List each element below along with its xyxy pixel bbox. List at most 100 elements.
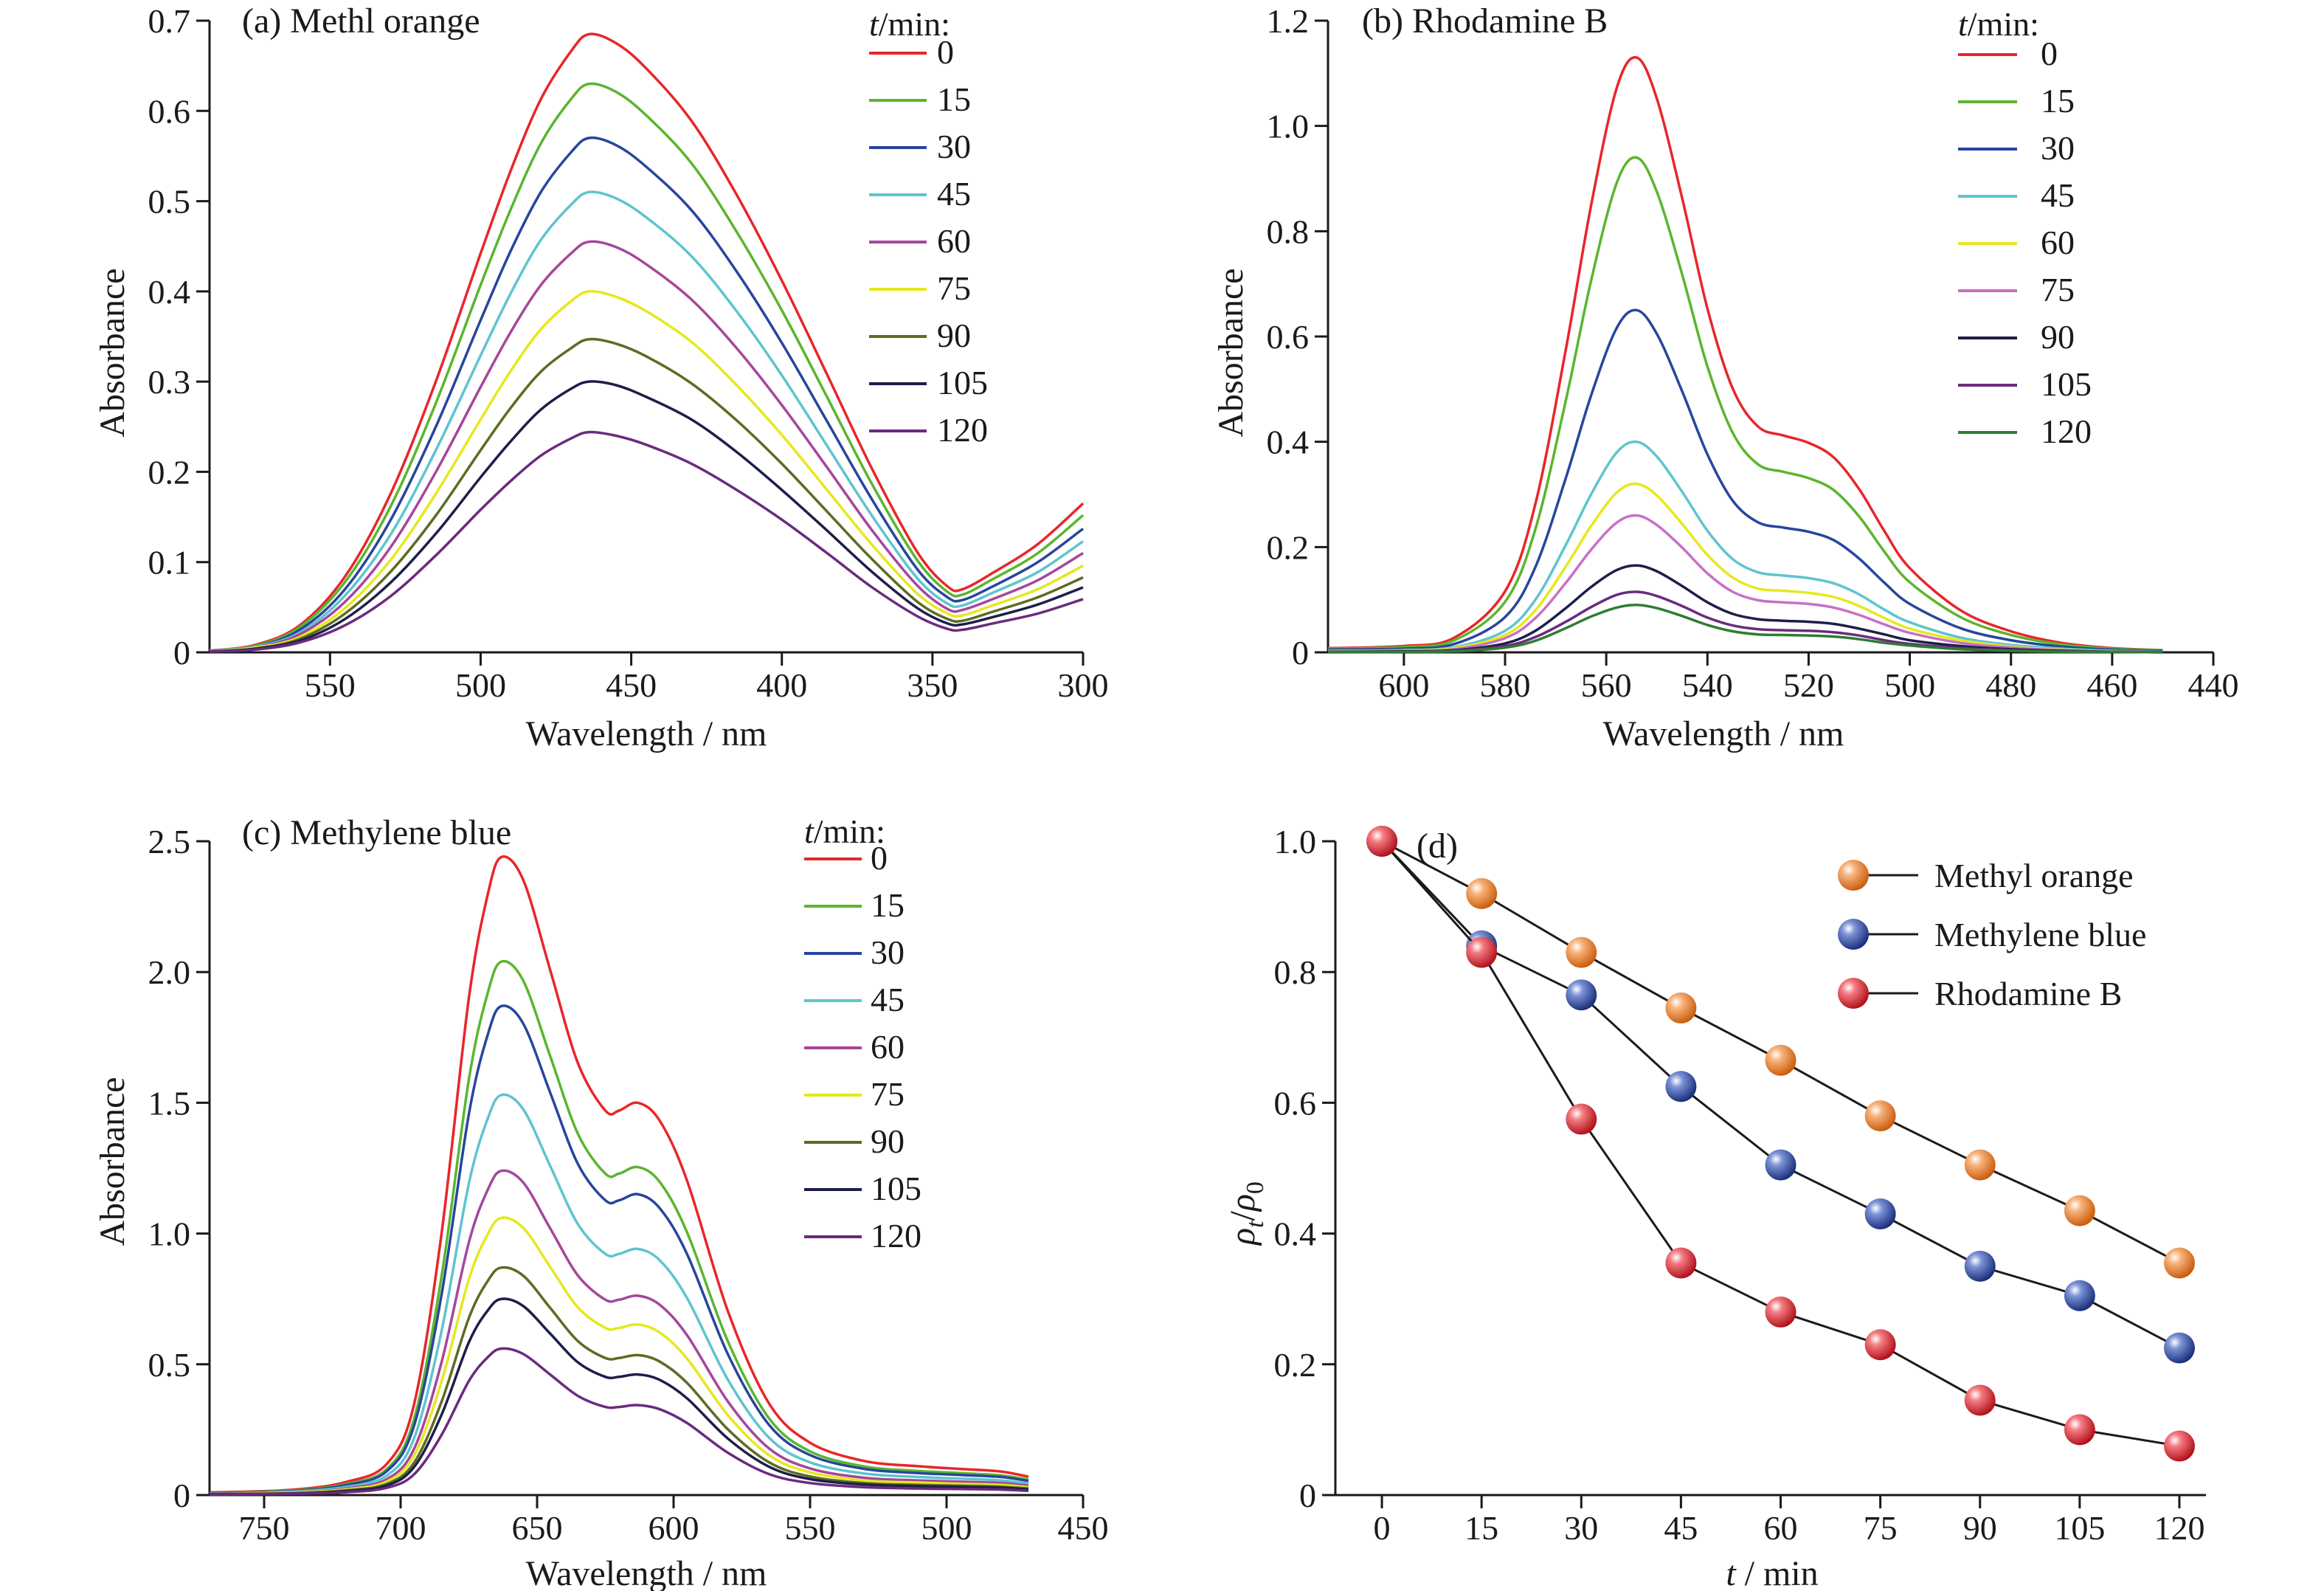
x-tick-label: 750 xyxy=(239,1509,290,1547)
data-point xyxy=(1864,1329,1896,1361)
y-tick-label: 2.0 xyxy=(148,953,191,991)
legend-label: 75 xyxy=(2041,271,2075,308)
y-tick-label: 0.5 xyxy=(148,183,191,221)
y-tick-label: 0.8 xyxy=(1267,213,1310,250)
legend-label: 120 xyxy=(2041,413,2092,450)
legend-label: Rhodamine B xyxy=(1934,975,2122,1012)
legend-title: t/min: xyxy=(1958,5,2039,43)
data-point xyxy=(1665,1071,1697,1102)
series-line-60 xyxy=(209,1169,1029,1495)
y-tick-label: 0 xyxy=(173,634,190,672)
x-tick-label: 480 xyxy=(1985,666,2036,704)
chart-panel-d-degradation: (d) t / min ρt/ρ0 0 15 30 45 60 75 90 105 12000.… xyxy=(1223,823,2206,1591)
y-axis-rho: ρ xyxy=(1223,1228,1262,1246)
legend-label: 90 xyxy=(871,1122,905,1160)
data-point xyxy=(1366,826,1398,857)
x-tick-label: 460 xyxy=(2086,666,2137,704)
x-tick-label: 550 xyxy=(305,666,356,704)
series-line-120 xyxy=(209,1347,1029,1497)
spectra-curves xyxy=(209,855,1029,1497)
series-line-75 xyxy=(1327,514,2163,654)
y-tick-label: 1.5 xyxy=(148,1084,191,1122)
spectra-curves xyxy=(209,32,1085,653)
x-tick-label: 500 xyxy=(455,666,506,704)
x-tick-label: 520 xyxy=(1783,666,1834,704)
x-tick-label: 120 xyxy=(2154,1509,2204,1547)
legend-label: 15 xyxy=(2041,82,2075,120)
x-tick-label: 75 xyxy=(1864,1509,1898,1547)
x-axis-title: Wavelength / nm xyxy=(1603,714,1844,753)
y-axis-title: Absorbance xyxy=(93,268,132,437)
legend-title-var: t xyxy=(804,812,815,850)
panel-title: (d) xyxy=(1417,826,1458,866)
x-axis-title: Wavelength / nm xyxy=(526,1554,767,1591)
series-line-90 xyxy=(209,337,1084,653)
x-tick-label: 15 xyxy=(1464,1509,1498,1547)
legend-label: 30 xyxy=(871,933,905,971)
data-point xyxy=(2064,1414,2095,1446)
x-tick-label: 560 xyxy=(1581,666,1632,704)
y-tick-label: 0.2 xyxy=(148,453,191,491)
y-tick-label: 1.0 xyxy=(1267,108,1310,145)
series-line-45 xyxy=(209,190,1084,652)
data-point xyxy=(1566,979,1597,1011)
y-tick-label: 0.5 xyxy=(148,1346,191,1384)
y-axis-title: Absorbance xyxy=(1211,268,1251,437)
panel-title: (b) Rhodamine B xyxy=(1362,1,1608,41)
y-tick-label: 2.5 xyxy=(148,823,191,860)
legend-label: 60 xyxy=(871,1028,905,1066)
legend-label: 60 xyxy=(2041,224,2075,261)
series-line-60 xyxy=(1327,482,2163,654)
legend-label: 30 xyxy=(937,128,971,165)
x-tick-label: 580 xyxy=(1480,666,1531,704)
chart-panel-b-rhodamine-b: (b) Rhodamine B Wavelength / nm Absorban… xyxy=(1211,1,2239,753)
legend-title-var: t xyxy=(1958,5,1968,43)
data-point xyxy=(1765,1296,1796,1328)
data-point xyxy=(1466,936,1498,968)
x-tick-label: 500 xyxy=(1884,666,1935,704)
series-line-75 xyxy=(209,1216,1029,1496)
y-tick-label: 0 xyxy=(173,1477,190,1514)
data-point xyxy=(2064,1195,2095,1226)
chart-panel-c-methylene-blue: (c) Methylene blue Wavelength / nm Absor… xyxy=(93,812,1109,1591)
series-line-30 xyxy=(209,1004,1029,1494)
y-tick-label: 0.6 xyxy=(148,92,191,130)
y-axis-sub-0: 0 xyxy=(1242,1181,1269,1194)
legend: t/min:0 15 30 45 60 75 90 105 120 xyxy=(1958,5,2092,450)
y-tick-label: 1.0 xyxy=(148,1215,191,1253)
y-tick-label: 0.6 xyxy=(1267,318,1310,356)
x-tick-label: 105 xyxy=(2054,1509,2105,1547)
series-line-90 xyxy=(209,1266,1029,1496)
legend-title: t/min: xyxy=(869,5,950,43)
data-point xyxy=(1864,1100,1896,1132)
series-rhodamine-b xyxy=(1366,826,2195,1462)
panel-title: (a) Methl orange xyxy=(242,1,480,41)
data-point xyxy=(2163,1430,2195,1462)
data-point xyxy=(1864,1198,1896,1230)
series-line-0 xyxy=(209,32,1085,652)
x-tick-label: 350 xyxy=(907,666,958,704)
spectra-curves xyxy=(1327,56,2163,654)
data-point xyxy=(1466,877,1498,909)
series-line-30 xyxy=(1327,308,2163,652)
data-point xyxy=(1964,1384,1996,1416)
series-line-75 xyxy=(209,289,1084,653)
y-tick-label: 0.7 xyxy=(148,2,191,40)
data-point xyxy=(1964,1149,1996,1181)
legend-label: Methyl orange xyxy=(1934,857,2134,894)
legend-label: 105 xyxy=(937,364,988,401)
legend-label: 120 xyxy=(937,411,988,449)
y-tick-label: 0.2 xyxy=(1274,1346,1317,1384)
data-point xyxy=(2064,1280,2095,1311)
legend-title-unit: /min: xyxy=(1968,5,2039,43)
series-line-105 xyxy=(209,1297,1029,1496)
x-tick-label: 550 xyxy=(785,1509,836,1547)
x-tick-label: 600 xyxy=(649,1509,699,1547)
x-tick-label: 500 xyxy=(921,1509,972,1547)
x-tick-label: 450 xyxy=(606,666,657,704)
series-line-90 xyxy=(1327,564,2163,654)
data-point xyxy=(1765,1044,1796,1076)
x-tick-label: 650 xyxy=(512,1509,563,1547)
y-axis-title: Absorbance xyxy=(93,1077,132,1246)
